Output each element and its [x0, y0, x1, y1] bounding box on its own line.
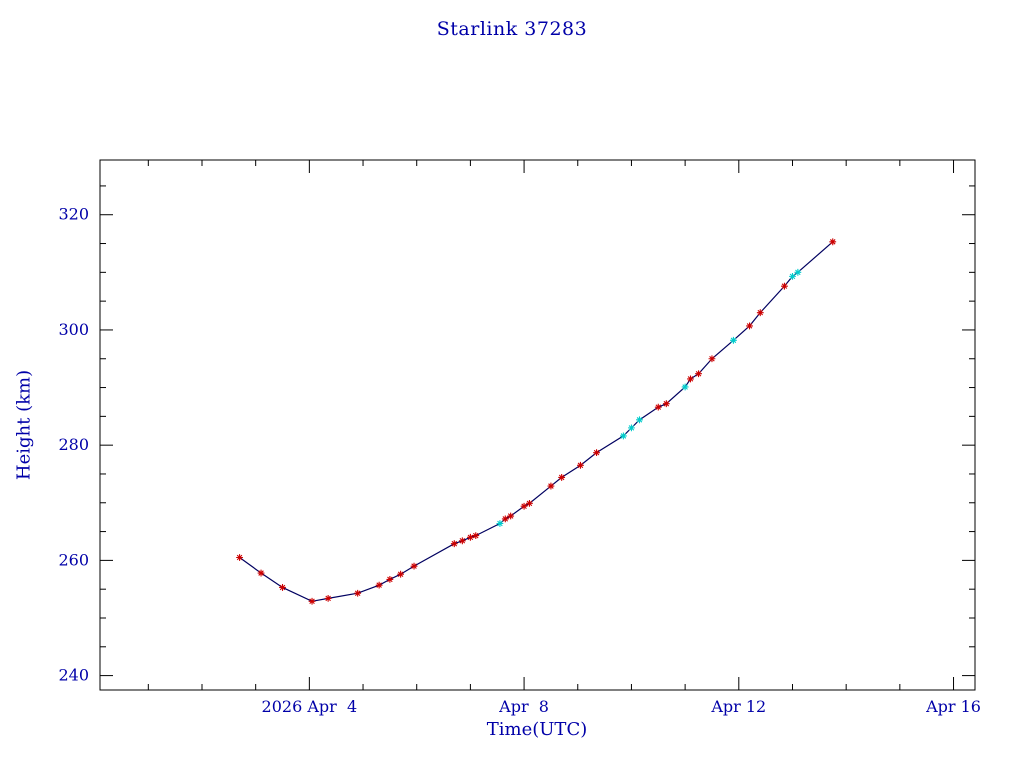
data-point-marker-red	[829, 238, 837, 246]
data-point-marker-red	[410, 562, 418, 570]
data-point-marker-red	[279, 584, 286, 591]
data-point-marker-red	[662, 400, 670, 408]
data-point-marker-red	[558, 474, 566, 481]
data-point-marker-red	[654, 403, 662, 411]
data-point-marker-red	[308, 597, 316, 605]
data-point-marker-red	[520, 502, 528, 510]
data-point-marker-red	[375, 581, 383, 589]
data-point-marker-red	[526, 499, 533, 507]
x-tick-label: Apr 8	[498, 697, 549, 716]
y-tick-label: 280	[58, 435, 89, 454]
data-point-marker-cyan	[619, 432, 627, 440]
chart-title: Starlink 37283	[436, 18, 588, 40]
data-point-marker-red	[472, 532, 480, 540]
data-point-marker-red	[458, 537, 466, 545]
data-point-marker-red	[687, 375, 694, 383]
data-point-marker-cyan	[628, 424, 635, 432]
y-tick-label: 320	[58, 205, 89, 224]
data-point-marker-red	[397, 570, 405, 578]
data-point-marker-red	[450, 540, 458, 548]
data-point-marker-red	[507, 512, 515, 520]
y-tick-label: 300	[58, 320, 89, 339]
x-tick-label: Apr 16	[925, 697, 981, 716]
data-point-marker-cyan	[496, 520, 504, 527]
data-point-marker-red	[708, 355, 716, 363]
data-point-marker-red	[756, 309, 764, 317]
y-tick-label: 240	[58, 666, 89, 685]
x-axis-label: Time(UTC)	[486, 719, 588, 740]
data-point-marker-cyan	[730, 336, 737, 344]
data-point-marker-red	[354, 589, 362, 597]
y-tick-label: 260	[58, 550, 89, 569]
data-point-marker-red	[236, 554, 243, 561]
data-point-marker-red	[501, 515, 509, 523]
data-point-marker-cyan	[794, 268, 802, 276]
x-tick-label: Apr 12	[710, 697, 766, 716]
data-point-marker-red	[746, 322, 753, 330]
data-point-marker-red	[324, 595, 332, 602]
trajectory-line	[239, 241, 834, 602]
data-point-marker-red	[695, 370, 702, 378]
data-point-marker-red	[547, 482, 555, 490]
data-point-marker-cyan	[681, 383, 689, 391]
data-point-marker-cyan	[789, 272, 796, 280]
data-point-marker-cyan	[636, 416, 643, 424]
data-point-marker-red	[577, 461, 584, 469]
data-point-marker-red	[781, 282, 788, 290]
data-point-marker-red	[466, 533, 474, 541]
data-point-marker-red	[257, 569, 265, 577]
plot-frame	[99, 159, 976, 691]
data-point-marker-red	[593, 449, 600, 457]
data-point-marker-red	[386, 575, 394, 583]
x-tick-label: 2026 Apr 4	[262, 697, 358, 716]
